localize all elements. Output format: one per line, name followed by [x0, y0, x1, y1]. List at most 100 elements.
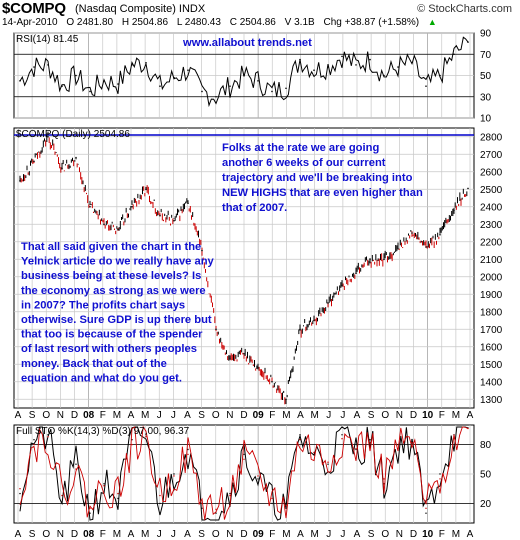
sto-point — [117, 497, 119, 500]
month-label: J — [326, 410, 331, 421]
price-point — [61, 167, 63, 170]
rsi-point — [173, 76, 175, 79]
rsi-point — [131, 64, 133, 66]
rsi-series-line — [19, 36, 469, 108]
annotation-text-line: Yelnick article do we really have any — [21, 256, 215, 268]
month-label: M — [113, 529, 121, 540]
month-label: 09 — [253, 410, 265, 421]
annotation-text-line: money. Back that out of the — [21, 358, 167, 370]
price-point — [257, 366, 259, 369]
sto-point — [145, 436, 147, 438]
month-label: O — [212, 529, 220, 540]
quote-line: 14-Apr-2010 O 2481.80 H 2504.86 L 2480.4… — [2, 17, 443, 28]
quote-close: C 2504.86 — [229, 17, 276, 28]
rsi-point — [229, 85, 231, 87]
sto-point — [355, 447, 357, 450]
sto-point — [159, 494, 161, 497]
month-label: S — [368, 529, 375, 540]
rsi-point — [243, 74, 245, 77]
price-point — [243, 352, 245, 355]
month-label: F — [269, 410, 275, 421]
sto-point — [187, 448, 189, 451]
price-point — [75, 156, 77, 159]
sto-point — [299, 434, 301, 436]
sto-point — [201, 502, 203, 505]
sto-point — [355, 448, 357, 451]
price-ytick-label: 1500 — [480, 360, 503, 371]
month-label: J — [171, 410, 176, 421]
annotation-text-line: otherwise. Sure GDP is up there but — [21, 314, 212, 326]
sto-point — [257, 478, 259, 480]
month-label: M — [310, 410, 318, 421]
quote-date: 14-Apr-2010 — [2, 17, 58, 28]
rsi-point — [257, 80, 259, 82]
month-label: D — [240, 410, 247, 421]
sto-panel-title: Full STO %K(14,3) %D(3) 97.00, 96.37 — [16, 426, 190, 437]
month-label: N — [396, 529, 403, 540]
sto-point — [327, 463, 329, 465]
month-label: D — [410, 529, 417, 540]
annotation-text-line: equation and what do you get. — [21, 372, 182, 384]
sto-point — [453, 438, 455, 440]
price-ytick-label: 1700 — [480, 325, 503, 336]
sto-point — [425, 512, 427, 514]
sto-point — [75, 463, 77, 465]
rsi-point — [439, 74, 441, 77]
price-point — [145, 188, 147, 191]
sto-point — [19, 492, 21, 495]
month-label: J — [157, 529, 162, 540]
sto-point — [439, 473, 441, 475]
rsi-point — [397, 66, 399, 68]
price-ytick-label: 2000 — [480, 272, 503, 283]
sto-point — [159, 502, 161, 505]
rsi-point — [61, 85, 63, 87]
price-point — [33, 160, 35, 163]
month-label: A — [297, 410, 304, 421]
rsi-ytick-label: 70 — [480, 50, 492, 61]
price-point — [159, 214, 161, 217]
month-label: F — [439, 529, 445, 540]
rsi-point — [467, 41, 469, 43]
month-label: F — [439, 410, 445, 421]
annotation-text-line: trajectory and we'll be breaking into — [222, 172, 413, 184]
month-label: J — [340, 410, 345, 421]
index-name: (Nasdaq Composite) INDX — [75, 3, 206, 15]
month-label: J — [326, 529, 331, 540]
annotation-text-line: business being at these levels? Is — [21, 270, 201, 282]
month-label: D — [240, 529, 247, 540]
month-label: N — [226, 529, 233, 540]
sto-point — [215, 508, 217, 510]
sto-point — [285, 504, 287, 507]
quote-change: Chg +38.87 (+1.58%) — [323, 17, 420, 28]
sto-point — [285, 507, 287, 509]
sto-point — [257, 475, 259, 477]
rsi-point — [425, 85, 427, 87]
price-ytick-label: 2300 — [480, 220, 503, 231]
price-point — [355, 272, 357, 275]
sto-point — [117, 492, 119, 495]
month-label: A — [184, 410, 191, 421]
sto-point — [187, 453, 189, 456]
sto-point — [341, 438, 343, 440]
sto-point — [103, 485, 105, 487]
rsi-point — [299, 58, 301, 61]
sto-point — [299, 439, 301, 441]
month-label: M — [452, 410, 460, 421]
month-label: F — [269, 529, 275, 540]
month-label: F — [100, 410, 106, 421]
month-label: S — [198, 410, 205, 421]
month-label: M — [113, 410, 121, 421]
month-label: D — [410, 410, 417, 421]
rsi-point — [383, 74, 385, 77]
month-label: M — [310, 529, 318, 540]
rsi-ytick-label: 50 — [480, 71, 492, 82]
annotation-text-line: NEW HIGHS that are even higher than — [222, 187, 423, 199]
price-ytick-label: 2100 — [480, 255, 503, 266]
price-point — [187, 202, 189, 205]
month-label: A — [297, 529, 304, 540]
month-label: S — [29, 529, 36, 540]
month-label: D — [71, 529, 78, 540]
annotation-text-line: another 6 weeks of our current — [222, 157, 386, 169]
month-label: M — [282, 529, 290, 540]
sto-point — [411, 439, 413, 441]
